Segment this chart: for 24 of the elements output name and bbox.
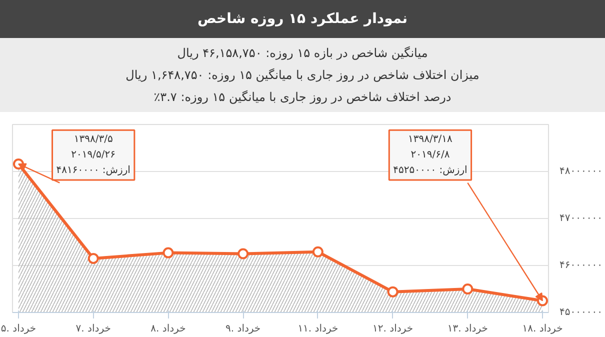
x-tick-label: ۱۱. خرداد (298, 324, 338, 334)
annotation: ۱۳۹۸/۳/۱۸ ۲۰۱۹/۶/۸ ارزش: ۴۵۲۵۰۰۰۰ (393, 134, 468, 176)
y-tick-label: ۴۶۰۰۰۰۰۰ (560, 260, 602, 271)
chart-title: نمودار عملکرد ۱۵ روزه شاخص (197, 10, 408, 29)
point (88, 252, 99, 264)
annotation: ۱۳۹۸/۳/۵ ۲۰۱۹/۵/۲۶ ارزش: ۴۸۱۶۰۰۰۰ (56, 134, 130, 176)
point (387, 286, 398, 298)
y-tick-label: ۴۸۰۰۰۰۰۰ (560, 166, 602, 177)
point (238, 248, 249, 260)
x-tick-label: ۱۲. خرداد (372, 324, 414, 334)
chart-subtitle: میانگین شاخص در بازه ۱۵ روزه: ۴۶,۱۵۸,۷۵۰ ریال (177, 46, 428, 60)
y-tick-label: ۴۷۰۰۰۰۰۰ (560, 213, 602, 224)
text: میزان اختلاف شاخص در روز جاری با میانگین ۱۵ روزه: ۱,۶۴۸,۷۵۰ ریال (126, 68, 480, 82)
x-tick-label: ۸. خرداد (150, 324, 186, 334)
text: درصد اختلاف شاخص در روز جاری با میانگین ۱۵ روزه: ۳.۷٪ (154, 90, 452, 104)
y-tick-label: ۴۵۰۰۰۰۰۰ (560, 307, 602, 318)
x-tick-label: ۵. خرداد (0, 324, 36, 334)
x-tick-label: ۷. خرداد (76, 324, 111, 334)
point (462, 284, 474, 294)
point (312, 246, 324, 258)
x-tick-label: ۱۸. خرداد (522, 324, 563, 334)
point (162, 247, 174, 258)
x-tick-label: ۹. خرداد (226, 324, 261, 334)
x-tick-label: ۱۳. خرداد (447, 324, 488, 334)
